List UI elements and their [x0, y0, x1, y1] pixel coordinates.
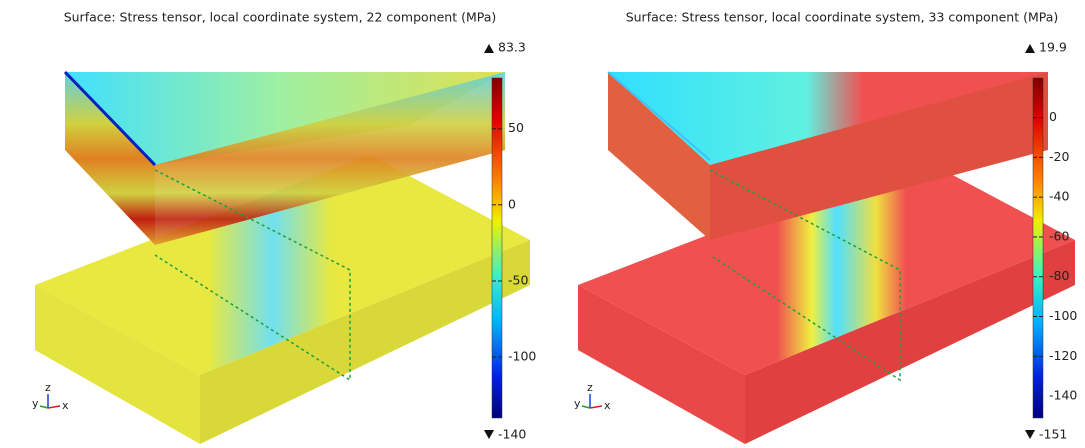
- colorbar-tick-label: -40: [1049, 189, 1069, 204]
- triad-label: z: [587, 381, 593, 394]
- min-marker: [1025, 430, 1035, 439]
- triad-label: y: [574, 397, 581, 410]
- min-marker: [484, 430, 494, 439]
- max-marker: [1025, 44, 1035, 53]
- triad-axis: [582, 406, 590, 408]
- left-geometry: [35, 72, 530, 444]
- triad-axis: [590, 406, 602, 408]
- triad-label: z: [45, 381, 51, 394]
- colorbar-min: -140: [498, 427, 526, 442]
- colorbar-max: 83.3: [498, 40, 526, 55]
- panel-title: Surface: Stress tensor, local coordinate…: [626, 10, 1059, 25]
- figure: Surface: Stress tensor, local coordinate…: [0, 0, 1085, 444]
- colorbar-tick-label: -60: [1049, 228, 1069, 243]
- triad-axis: [48, 406, 60, 408]
- colorbar-tick-label: -140: [1049, 388, 1077, 403]
- panel-title: Surface: Stress tensor, local coordinate…: [64, 10, 497, 25]
- colorbar-tick-label: -80: [1049, 268, 1069, 283]
- right-geometry: [578, 72, 1075, 444]
- triad-axis: [40, 406, 48, 408]
- triad-label: x: [604, 399, 611, 412]
- colorbar-tick-label: -100: [1049, 308, 1077, 323]
- colorbar-tick-label: -50: [508, 272, 528, 287]
- colorbar-tick-label: -100: [508, 349, 536, 364]
- colorbar: [1033, 78, 1043, 418]
- colorbar-max: 19.9: [1039, 40, 1067, 55]
- colorbar-tick-label: -120: [1049, 348, 1077, 363]
- colorbar-tick-label: -20: [1049, 149, 1069, 164]
- triad-label: x: [62, 399, 69, 412]
- colorbar-tick-label: 0: [1049, 109, 1057, 124]
- colorbar-tick-label: 50: [508, 120, 524, 135]
- triad-label: y: [32, 397, 39, 410]
- max-marker: [484, 44, 494, 53]
- colorbar-min: -151: [1039, 427, 1067, 442]
- colorbar-tick-label: 0: [508, 196, 516, 211]
